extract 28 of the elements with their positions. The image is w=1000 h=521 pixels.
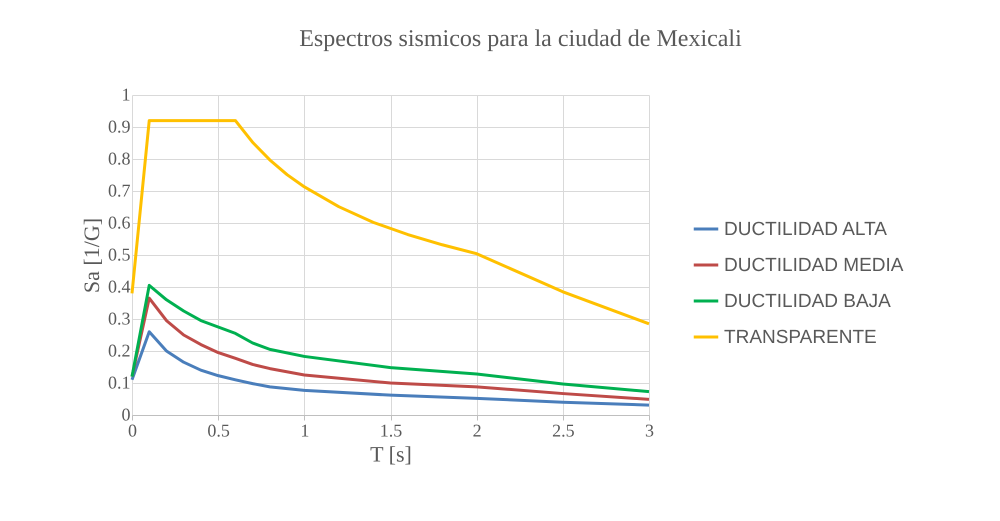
y-tick-label: 0.6 [108, 212, 130, 232]
line-series [130, 284, 650, 394]
y-tick-label: 0.3 [108, 308, 130, 328]
legend-label: DUCTILIDAD BAJA [724, 291, 892, 312]
y-tick-label: 0.9 [108, 116, 130, 136]
y-tick-label: 0.7 [108, 180, 130, 200]
y-tick-label: 0.1 [108, 372, 130, 392]
y-tick-label: 0.4 [108, 276, 130, 296]
legend-label: DUCTILIDAD MEDIA [724, 255, 904, 276]
line-series [130, 330, 650, 407]
x-axis-title: T [s] [370, 442, 412, 466]
y-tick-label: 0.8 [108, 148, 130, 168]
y-tick-label: 0 [122, 404, 130, 424]
chart-title: Espectros sismicos para la ciudad de Mexicali [299, 26, 742, 52]
y-tick-label: 0.2 [108, 340, 130, 360]
y-axis-title: Sa [1/G] [79, 218, 104, 294]
x-tick-label: 2.5 [552, 420, 575, 440]
x-tick-label: 3 [645, 420, 654, 440]
y-tick-label: 0.5 [108, 244, 130, 264]
legend-label: TRANSPARENTE [724, 327, 877, 348]
x-tick-label: 0.5 [207, 420, 230, 440]
x-tick-label: 1.5 [380, 420, 402, 440]
y-tick-label: 1 [122, 84, 130, 104]
x-tick-label: 2 [472, 420, 482, 440]
line-series [130, 119, 650, 326]
line-series [130, 296, 650, 401]
legend-label: DUCTILIDAD ALTA [724, 219, 888, 240]
x-tick-label: 1 [300, 420, 310, 440]
